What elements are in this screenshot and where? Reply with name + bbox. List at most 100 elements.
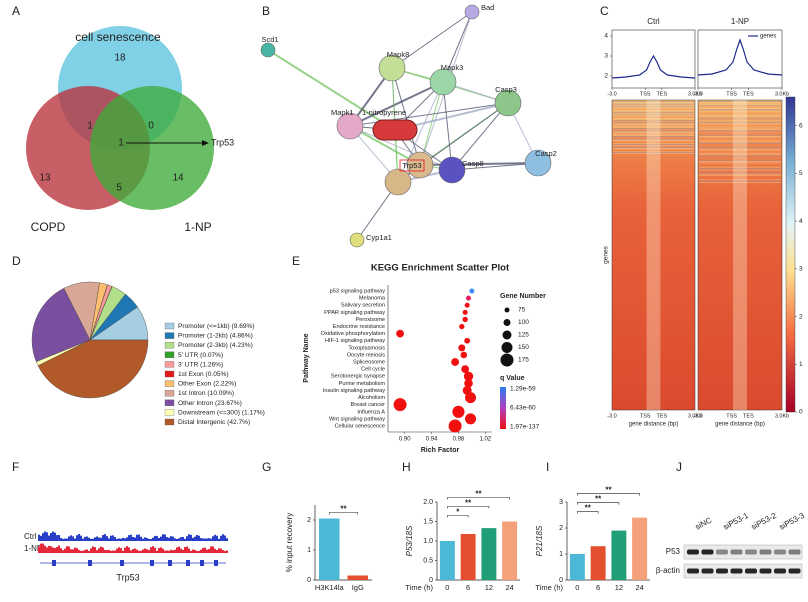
y-tick-label: Toxoplasmosis <box>348 345 385 351</box>
x-tick-label: 3.0Kb <box>775 91 789 97</box>
heatmap-streak <box>699 130 781 132</box>
y-tick-label: Serotonergic synapse <box>331 374 385 380</box>
legend-swatch <box>164 332 175 339</box>
y-tick-label: p53 signaling pathway <box>330 288 386 294</box>
network-label: Bad <box>481 3 494 12</box>
legend-category: 1st Exon <box>178 371 204 378</box>
network-label: 1-nitropyrene <box>362 108 406 117</box>
lane-label: siP53-3 <box>778 511 807 532</box>
y-tick-label: 2 <box>307 517 311 524</box>
x-tick-label: IgG <box>352 583 364 592</box>
y-tick-label: 0 <box>429 577 433 584</box>
heatmap-streak <box>699 108 781 109</box>
heatmap-streak <box>613 139 694 141</box>
sig-bracket <box>447 506 490 509</box>
x-axis-label: gene distance (bp) <box>715 422 765 428</box>
sig-label: ** <box>585 504 592 513</box>
network-label: Mapk3 <box>441 63 464 72</box>
heatmap-streak <box>613 105 694 107</box>
colorbar-label: 6 <box>799 122 803 129</box>
y-tick-label: Salivary secretion <box>341 303 385 309</box>
protein-label: P53 <box>666 547 681 556</box>
x-tick-label: 0 <box>575 583 579 592</box>
network-edge <box>451 162 539 171</box>
network-edge <box>349 125 453 171</box>
y-tick-label: Oocyte meiosis <box>347 352 385 358</box>
panel-label: H <box>402 460 411 474</box>
q-colorbar <box>500 387 506 429</box>
point <box>460 351 468 359</box>
panel-label: E <box>292 254 300 268</box>
heatmap-streak <box>699 155 781 157</box>
legend-value: (4.23%) <box>230 342 253 349</box>
blot-band <box>730 568 743 574</box>
x-tick-label: TES <box>743 413 754 419</box>
heatmap-streak <box>699 134 781 136</box>
point <box>452 405 465 418</box>
x-tick-label: TES <box>656 413 667 419</box>
legend-label: 175 <box>518 357 529 364</box>
venn-set <box>90 86 214 210</box>
network-node <box>438 156 466 184</box>
bar <box>502 521 518 580</box>
heatmap-streak <box>613 132 694 134</box>
exon <box>52 560 56 566</box>
heatmap-streak <box>613 110 694 111</box>
heatmap-streak <box>613 102 694 104</box>
y-tick-label: 1.5 <box>423 518 433 525</box>
heatmap-streak <box>613 131 694 133</box>
target-label: Trp53 <box>211 137 234 147</box>
legend-category: Distal Intergenic <box>178 419 226 426</box>
legend-value: (23.67%) <box>215 400 242 407</box>
venn-set-label: cell senescence <box>75 30 161 44</box>
sig-bracket <box>447 497 510 500</box>
panel-label: I <box>546 460 549 474</box>
heatmap-streak <box>699 129 781 130</box>
heatmap-streak <box>699 150 781 151</box>
heatmap-streak <box>699 162 781 164</box>
blot-band <box>687 549 699 555</box>
network-label: Casp3 <box>495 85 517 94</box>
y-tick-label: 1 <box>307 547 311 554</box>
x-tick-label: TSS <box>640 91 651 97</box>
point <box>464 302 470 308</box>
venn-count: 1 <box>87 121 93 132</box>
heatmap-streak <box>699 152 781 154</box>
legend-category: Downstream (<=300) <box>178 409 240 416</box>
venn-set-label: COPD <box>31 220 66 234</box>
x-tick-label: H3K14la <box>315 583 345 592</box>
heatmap-streak <box>699 140 781 141</box>
x-tick-label: -3.0 <box>607 413 616 419</box>
blot-band <box>774 549 786 555</box>
x-tick-label: 12 <box>615 583 623 592</box>
y-tick-label: Influenza A <box>357 409 385 415</box>
point <box>448 419 462 433</box>
y-tick-label: PPAR signaling pathway <box>324 310 385 316</box>
exon <box>186 560 190 566</box>
network-node <box>378 54 406 82</box>
bar <box>481 528 497 580</box>
heatmap-streak <box>613 147 694 149</box>
bar <box>439 541 455 580</box>
heatmap-streak <box>613 113 694 115</box>
y-tick-label: HIF-1 signaling pathway <box>325 338 385 344</box>
sig-bracket <box>577 511 599 514</box>
heatmap-streak <box>613 130 694 132</box>
chart-title: KEGG Enrichment Scatter Plot <box>371 263 510 274</box>
legend-swatch <box>164 399 175 406</box>
x-tick-label: 0.98 <box>453 437 465 443</box>
trp53-box <box>399 159 425 172</box>
venn-count: 18 <box>114 53 126 64</box>
legend-category: Promoter (<=1kb) <box>178 323 230 330</box>
heatmap-streak <box>699 122 781 123</box>
legend-size <box>501 342 513 353</box>
heatmap-streak <box>613 107 694 109</box>
heatmap-streak <box>699 147 781 148</box>
heatmap-streak <box>699 148 781 150</box>
bar <box>460 533 476 580</box>
blot-band <box>788 568 801 574</box>
heatmap-streak <box>699 136 781 137</box>
heatmap-streak <box>613 134 694 136</box>
legend-category: Promoter (1-2kb) <box>178 332 228 339</box>
heatmap-streak <box>613 128 694 129</box>
